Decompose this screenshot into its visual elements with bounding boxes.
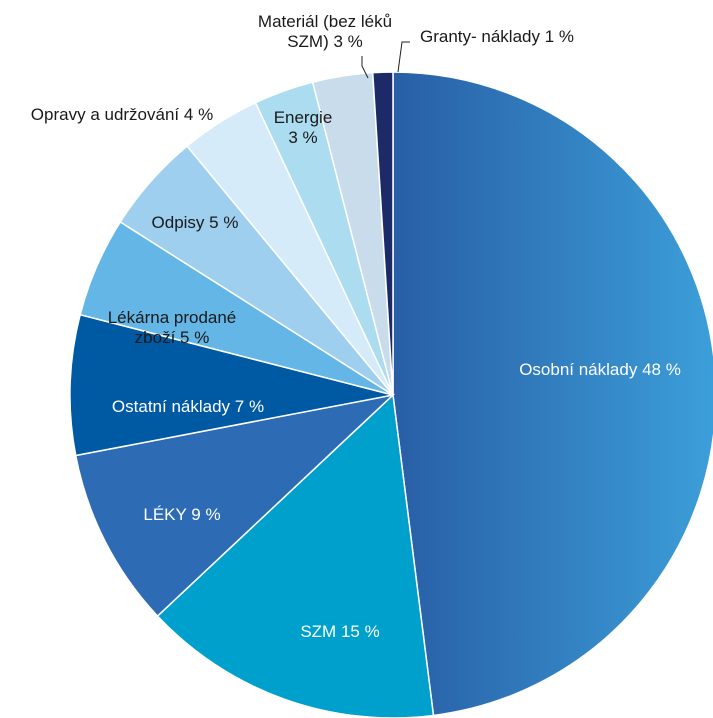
pie-slice	[392, 71, 713, 717]
category-name: Energie	[273, 108, 333, 127]
category-name: Ostatní náklady	[111, 397, 231, 416]
category-name: Osobní náklady	[519, 360, 638, 379]
value-label: 48 %	[642, 360, 681, 379]
value-label: 5 %	[180, 328, 210, 347]
value-label: 4 %	[183, 105, 214, 124]
slice-label: Opravy a udržování 4 %	[2, 105, 242, 125]
value-label: 5 %	[209, 213, 239, 232]
slice-label: Osobní náklady 48 %	[490, 360, 710, 380]
pie-slice	[371, 71, 394, 396]
category-name: Materiál (bez léků SZM)	[257, 12, 393, 51]
slices	[69, 71, 713, 718]
slice-label: LÉKY 9 %	[122, 505, 242, 525]
category-name: Odpisy	[151, 213, 205, 232]
value-label: 9 %	[191, 505, 221, 524]
slice-label: Granty- náklady 1 %	[397, 27, 597, 47]
category-name: LÉKY	[143, 505, 187, 524]
value-label: 15 %	[340, 622, 380, 641]
value-label: 1 %	[544, 27, 575, 46]
slice-label: SZM 15 %	[280, 622, 400, 642]
slice-label: Energie 3 %	[268, 108, 338, 148]
category-name: SZM	[300, 622, 337, 641]
value-label: 3 %	[288, 128, 318, 147]
slice-label: Ostatní náklady 7 %	[88, 397, 288, 417]
value-label: 3 %	[333, 32, 363, 51]
slice-label: Materiál (bez léků SZM) 3 %	[250, 12, 400, 52]
slice-label: Lékárna prodané zboží 5 %	[97, 308, 247, 348]
leader-line	[397, 41, 410, 73]
pie-slice	[74, 393, 396, 618]
category-name: Lékárna prodané zboží	[107, 308, 237, 347]
pie-slice	[69, 313, 394, 457]
leader-line	[361, 56, 369, 79]
value-label: 7 %	[234, 397, 265, 416]
category-name: Opravy a udržování	[30, 105, 180, 124]
slice-label: Odpisy 5 %	[135, 213, 255, 233]
category-name: Granty- náklady	[419, 27, 540, 46]
